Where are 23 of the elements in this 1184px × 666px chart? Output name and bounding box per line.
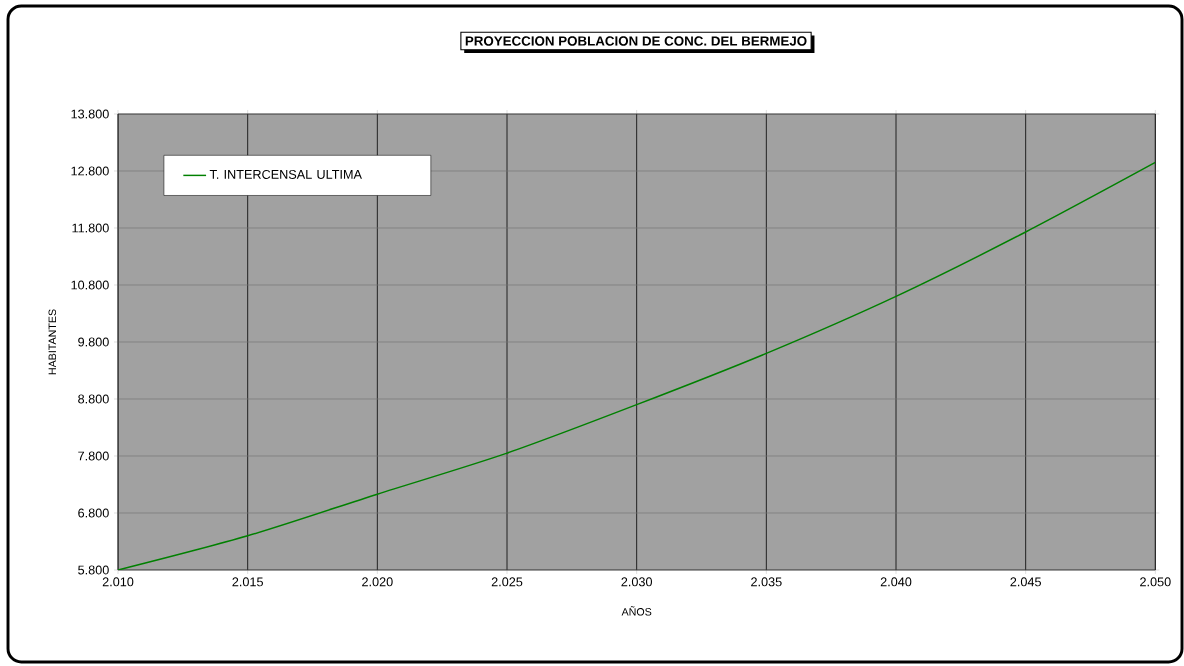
y-tick-label: 9.800 [78,337,109,347]
legend-label: T. INTERCENSAL ULTIMA [209,169,362,179]
y-tick-label: 11.800 [72,223,109,233]
x-tick-label: 2.050 [1140,577,1171,587]
x-tick-label: 2.020 [362,577,393,587]
line-series [118,161,1156,570]
y-tick-label: 10.800 [71,280,109,290]
x-tick-label: 2.040 [880,577,912,587]
y-tick-label: 5.800 [78,565,109,575]
x-tick-label: 2.010 [102,577,134,587]
x-tick-label: 2.045 [1010,577,1041,587]
y-tick-label: 13.800 [71,109,109,119]
y-tick-label: 8.800 [78,394,109,404]
x-axis-title: AÑOS [621,606,652,616]
x-tick-label: 2.015 [232,577,263,587]
y-axis-title: HABITANTES [48,309,57,375]
y-tick-label: 6.800 [78,508,109,518]
y-tick-label: 12.800 [71,166,109,176]
chart-title: PROYECCION POBLACION DE CONC. DEL BERMEJO [465,36,807,46]
y-tick-label: 7.800 [78,451,109,461]
x-tick-label: 2.025 [491,577,523,587]
x-tick-label: 2.030 [621,577,653,587]
x-tick-label: 2.035 [751,577,782,587]
